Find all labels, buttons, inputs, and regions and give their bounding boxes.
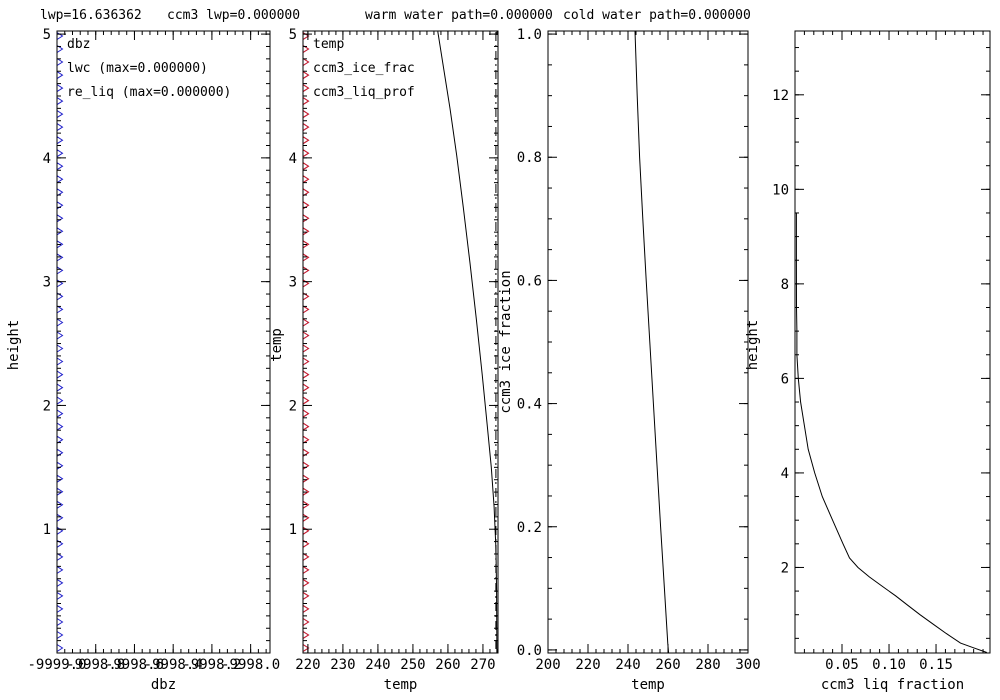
series-group <box>56 31 64 653</box>
y-ticks <box>795 47 990 639</box>
series-ccm3_liq_prof <box>795 213 987 653</box>
x-tick-label: 0.15 <box>919 657 953 673</box>
y-tick-label: 5 <box>289 27 297 43</box>
y-tick-label: 12 <box>772 88 789 104</box>
x-tick-label: 260 <box>655 657 680 673</box>
y-ticks <box>303 33 498 654</box>
x-axis-title: temp <box>631 677 665 693</box>
panel-temp-profile: 220 230 240 250 260 270 1 2 3 4 5 temp temp temp ccm3_… <box>269 27 499 693</box>
x-tick-label: 240 <box>615 657 640 673</box>
y-tick-label: 0.2 <box>517 520 542 536</box>
legend-label-2: re_liq (max=0.000000) <box>67 85 231 100</box>
y-ticks <box>57 33 270 654</box>
y-tick-label: 1.0 <box>517 27 542 43</box>
title-warm-water-path: warm water path=0.000000 <box>365 8 553 23</box>
title-lwp: lwp=16.636362 <box>40 8 142 23</box>
x-axis-title: ccm3 liq fraction <box>821 677 964 693</box>
series-group <box>634 30 670 654</box>
panel-dbz-profile: -9999.0-9998.8-9998.6-9998.4-9998.2-9998… <box>6 27 280 693</box>
y-tick-label: 2 <box>781 560 789 576</box>
x-tick-label: 300 <box>735 657 760 673</box>
y-axis-title: temp <box>269 328 285 362</box>
series-temp <box>437 31 498 654</box>
y-tick-label: 0.4 <box>517 397 542 413</box>
x-tick-label: 0.05 <box>825 657 859 673</box>
x-tick-label: -9998.0 <box>221 657 280 673</box>
y-ticks <box>548 33 748 651</box>
series-ccm3_ice_frac <box>634 30 670 654</box>
x-tick-label: 250 <box>400 657 425 673</box>
x-axis-title: dbz <box>151 677 176 693</box>
y-axis-title: height <box>6 320 22 371</box>
x-ticks <box>307 31 498 653</box>
y-tick-label: 3 <box>289 275 297 291</box>
y-axis-title: height <box>745 320 761 371</box>
y-tick-label: 6 <box>781 371 789 387</box>
y-tick-label: 1 <box>43 522 51 538</box>
series-group <box>302 31 498 654</box>
title-ccm3-lwp: ccm3 lwp=0.000000 <box>167 8 301 23</box>
axis-border <box>302 30 499 654</box>
x-tick-label: -9998.4 <box>144 657 203 673</box>
y-tick-label: 0.8 <box>517 150 542 166</box>
x-tick-label: 0.10 <box>872 657 906 673</box>
y-tick-label: 2 <box>289 398 297 414</box>
y-tick-label: 2 <box>43 398 51 414</box>
series-markers-ccm3_liq_prof <box>302 31 310 653</box>
y-tick-label: 5 <box>43 27 51 43</box>
x-tick-label: 240 <box>365 657 390 673</box>
y-tick-label: 4 <box>781 466 789 482</box>
x-tick-label: -9999.0 <box>27 657 86 673</box>
x-tick-label: 200 <box>535 657 560 673</box>
x-tick-label: 220 <box>295 657 320 673</box>
panel-liq-fraction-profile: 0.05 0.10 0.15 2 4 6 8 10 12 ccm3 liq fraction hei… <box>745 30 991 693</box>
x-tick-label: -9998.8 <box>66 657 125 673</box>
x-tick-label: -9998.6 <box>105 657 164 673</box>
y-tick-label: 3 <box>43 275 51 291</box>
x-tick-label: 260 <box>435 657 460 673</box>
y-tick-label: 0.6 <box>517 273 542 289</box>
legend-label-1: ccm3_ice_frac <box>313 61 415 76</box>
x-ticks <box>547 31 749 653</box>
legend-label-0: temp <box>313 37 344 52</box>
y-tick-label: 4 <box>43 151 51 167</box>
y-tick-label: 4 <box>289 151 297 167</box>
x-tick-label: 230 <box>330 657 355 673</box>
x-axis-title: temp <box>384 677 418 693</box>
axis-border <box>547 30 749 654</box>
legend-label-2: ccm3_liq_prof <box>313 85 415 100</box>
x-tick-label: 280 <box>695 657 720 673</box>
legend-label-1: lwc (max=0.000000) <box>67 61 208 76</box>
legend-label-0: dbz <box>67 37 90 52</box>
title-cold-water-path: cold water path=0.000000 <box>563 8 751 23</box>
y-tick-label: 1 <box>289 522 297 538</box>
series-group <box>795 213 987 653</box>
y-tick-label: 8 <box>781 277 789 293</box>
panel-ice-fraction-vs-temp: 200 220 240 260 280 300 0.0 0.2 0.4 0.6 0.8 1.0 temp… <box>498 27 761 693</box>
y-tick-label: 0.0 <box>517 643 542 659</box>
axis-border <box>794 30 991 654</box>
y-tick-label: 10 <box>772 182 789 198</box>
y-axis-title: ccm3 ice fraction <box>498 270 514 413</box>
x-ticks <box>794 31 984 653</box>
axis-border <box>56 30 271 654</box>
x-tick-label: -9998.2 <box>182 657 241 673</box>
x-tick-label: 220 <box>575 657 600 673</box>
x-tick-label: 270 <box>470 657 495 673</box>
series-markers-re_liq <box>56 31 64 653</box>
x-ticks <box>56 31 267 653</box>
